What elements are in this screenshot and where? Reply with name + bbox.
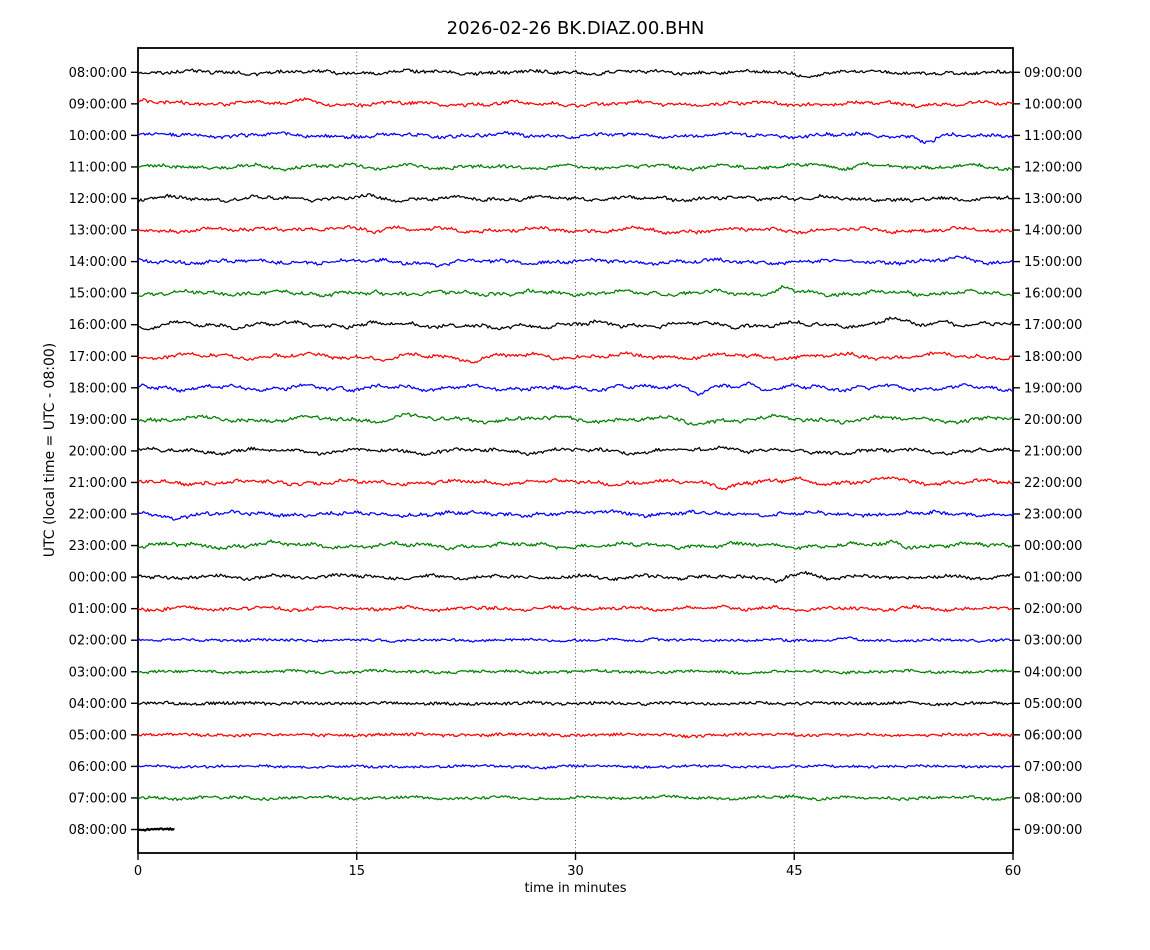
x-tick-label-0: 0 [134,864,142,879]
right-tick-label-4: 13:00:00 [1024,192,1082,207]
left-tick-label-1: 09:00:00 [69,97,127,112]
right-tick-label-19: 04:00:00 [1024,665,1082,680]
left-tick-label-4: 12:00:00 [69,192,127,207]
x-tick-label-30: 30 [567,864,584,879]
x-tick-label-60: 60 [1005,864,1022,879]
left-tick-label-18: 02:00:00 [69,634,127,649]
trace-row-1 [137,97,1014,109]
right-tick-label-8: 17:00:00 [1024,318,1082,333]
left-tick-label-13: 21:00:00 [69,476,127,491]
trace-row-24 [137,827,175,832]
right-tick-label-6: 15:00:00 [1024,255,1082,270]
left-tick-label-20: 04:00:00 [69,697,127,712]
left-tick-label-21: 05:00:00 [69,728,127,743]
right-tick-label-23: 08:00:00 [1024,791,1082,806]
trace-row-18 [137,636,1014,643]
right-tick-label-16: 01:00:00 [1024,571,1082,586]
chart-title: 2026-02-26 BK.DIAZ.00.BHN [446,18,705,39]
trace-row-8 [137,316,1014,331]
left-tick-label-9: 17:00:00 [69,350,127,365]
left-tick-label-2: 10:00:00 [69,129,127,144]
right-tick-label-7: 16:00:00 [1024,287,1082,302]
x-tick-label-15: 15 [348,864,365,879]
right-tick-label-5: 14:00:00 [1024,224,1082,239]
trace-row-7 [137,285,1014,298]
trace-row-2 [137,130,1014,144]
trace-row-3 [137,161,1014,172]
trace-row-13 [137,476,1014,491]
right-tick-label-11: 20:00:00 [1024,413,1082,428]
trace-row-9 [137,351,1014,364]
left-tick-label-12: 20:00:00 [69,444,127,459]
left-tick-label-0: 08:00:00 [69,66,127,81]
right-tick-label-14: 23:00:00 [1024,508,1082,523]
trace-row-12 [137,445,1014,457]
right-tick-label-15: 00:00:00 [1024,539,1082,554]
trace-row-19 [137,668,1014,676]
trace-row-0 [137,68,1014,79]
x-tick-label-45: 45 [786,864,803,879]
trace-row-22 [137,763,1014,770]
x-axis-label: time in minutes [524,881,627,896]
trace-row-23 [137,794,1014,802]
y-axis-label: UTC (local time = UTC - 08:00) [42,342,58,558]
trace-row-17 [137,604,1014,613]
right-tick-label-10: 19:00:00 [1024,381,1082,396]
trace-row-11 [137,412,1014,426]
left-tick-label-6: 14:00:00 [69,255,127,270]
left-tick-label-19: 03:00:00 [69,665,127,680]
right-tick-label-3: 12:00:00 [1024,160,1082,175]
trace-row-4 [137,193,1014,203]
trace-row-21 [137,732,1014,739]
left-tick-label-7: 15:00:00 [69,287,127,302]
trace-row-15 [137,539,1014,551]
left-tick-label-10: 18:00:00 [69,381,127,396]
trace-row-10 [137,381,1014,396]
right-tick-label-9: 18:00:00 [1024,350,1082,365]
trace-row-16 [137,570,1014,584]
left-tick-label-24: 08:00:00 [69,823,127,838]
right-tick-label-13: 22:00:00 [1024,476,1082,491]
left-tick-label-23: 07:00:00 [69,791,127,806]
right-tick-label-0: 09:00:00 [1024,66,1082,81]
left-tick-label-17: 01:00:00 [69,602,127,617]
trace-row-20 [137,700,1014,707]
trace-row-6 [137,255,1014,268]
left-tick-label-3: 11:00:00 [69,160,127,175]
right-tick-label-20: 05:00:00 [1024,697,1082,712]
right-tick-label-12: 21:00:00 [1024,444,1082,459]
left-tick-label-15: 23:00:00 [69,539,127,554]
right-tick-label-1: 10:00:00 [1024,97,1082,112]
left-tick-label-22: 06:00:00 [69,760,127,775]
left-tick-label-8: 16:00:00 [69,318,127,333]
right-tick-label-17: 02:00:00 [1024,602,1082,617]
right-tick-label-24: 09:00:00 [1024,823,1082,838]
right-tick-label-2: 11:00:00 [1024,129,1082,144]
trace-row-5 [137,225,1014,236]
right-tick-label-21: 06:00:00 [1024,728,1082,743]
right-tick-label-18: 03:00:00 [1024,634,1082,649]
left-tick-label-16: 00:00:00 [69,571,127,586]
left-tick-label-11: 19:00:00 [69,413,127,428]
left-tick-label-14: 22:00:00 [69,508,127,523]
right-tick-label-22: 07:00:00 [1024,760,1082,775]
left-tick-label-5: 13:00:00 [69,224,127,239]
trace-row-14 [137,509,1014,521]
